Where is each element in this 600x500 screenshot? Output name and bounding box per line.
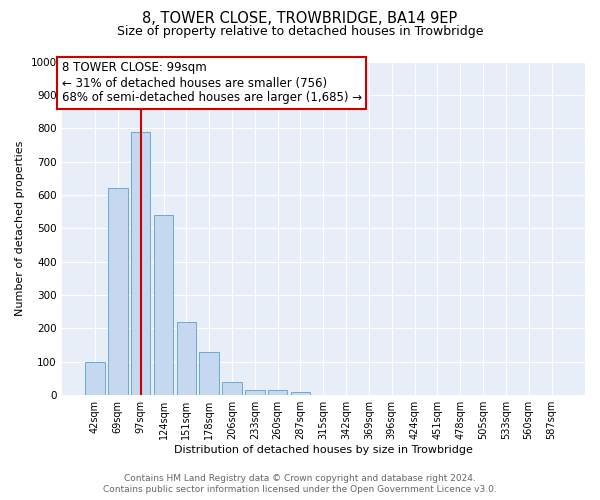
Bar	[199, 352, 219, 395]
Bar	[268, 390, 287, 395]
Text: 8 TOWER CLOSE: 99sqm
← 31% of detached houses are smaller (756)
68% of semi-deta: 8 TOWER CLOSE: 99sqm ← 31% of detached h…	[62, 62, 362, 104]
Bar	[222, 382, 242, 395]
Y-axis label: Number of detached properties: Number of detached properties	[15, 140, 25, 316]
Text: Size of property relative to detached houses in Trowbridge: Size of property relative to detached ho…	[117, 25, 483, 38]
Bar	[108, 188, 128, 395]
Text: 8, TOWER CLOSE, TROWBRIDGE, BA14 9EP: 8, TOWER CLOSE, TROWBRIDGE, BA14 9EP	[142, 11, 458, 26]
Bar	[131, 132, 151, 395]
Bar	[176, 322, 196, 395]
Text: Contains HM Land Registry data © Crown copyright and database right 2024.
Contai: Contains HM Land Registry data © Crown c…	[103, 474, 497, 494]
Bar	[85, 362, 105, 395]
Bar	[245, 390, 265, 395]
Bar	[154, 215, 173, 395]
X-axis label: Distribution of detached houses by size in Trowbridge: Distribution of detached houses by size …	[174, 445, 473, 455]
Bar	[291, 392, 310, 395]
